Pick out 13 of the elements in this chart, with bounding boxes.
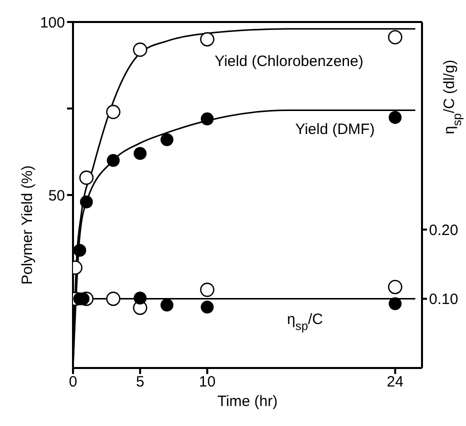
y2-tick-label: 0.20 xyxy=(429,222,458,239)
annotation: Yield (DMF) xyxy=(295,120,375,138)
annotation: η$_{sp}$/C xyxy=(286,310,324,334)
x-axis-title: Time (hr) xyxy=(217,393,278,410)
x-tick-label: 10 xyxy=(198,374,216,391)
x-tick-label: 24 xyxy=(386,374,404,391)
x-tick-label: 0 xyxy=(68,374,78,391)
annotation: Yield (Chlorobenzene) xyxy=(214,52,364,70)
y-axis-title: Polymer Yield (%) xyxy=(19,165,36,285)
y-tick-label: 50 xyxy=(48,187,65,204)
y-tick-label: 100 xyxy=(40,14,65,32)
y2-tick-label: 0.10 xyxy=(429,291,458,308)
x-tick-label: 5 xyxy=(136,374,144,391)
